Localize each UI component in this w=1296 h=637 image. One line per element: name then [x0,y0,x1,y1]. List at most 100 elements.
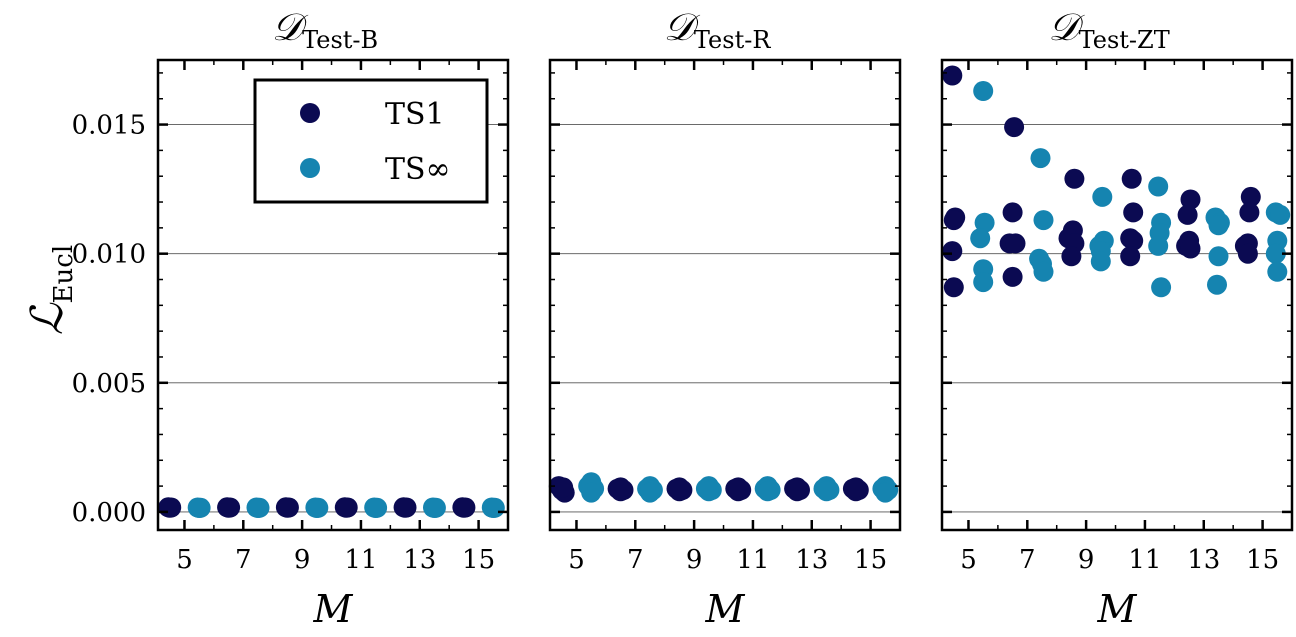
x-tick-label-4: 13 [1187,545,1220,575]
panel-title: 𝒟Test-ZT [1048,5,1169,54]
point-ts1-15 [1121,168,1142,189]
x-tick-label-5: 15 [854,545,887,575]
point-ts1-18 [1123,230,1144,251]
point-ts1-3 [553,477,574,498]
point-tsinf-5 [1030,148,1051,169]
point-tsinf-9 [1033,261,1054,282]
y-tick-label-1: 0.005 [72,369,146,399]
point-ts1-2 [159,497,180,518]
point-tsinf-8 [306,498,327,518]
legend: TS1 TS∞ [253,78,489,204]
point-ts1-23 [845,477,866,498]
point-ts1-2 [943,210,964,231]
plot-frame [548,58,902,532]
point-ts1-17 [453,497,474,518]
x-axis-title: M [705,587,746,631]
point-ts1-15 [728,477,749,498]
legend-marker-tsinf [300,158,320,178]
panel-title: 𝒟Test-R [664,5,772,54]
x-tick-label-1: 7 [1019,545,1036,575]
point-tsinf-7 [640,482,660,503]
point-tsinf-15 [757,481,778,502]
x-tick-label-5: 15 [462,545,495,575]
panel-title: 𝒟Test-B [272,5,378,54]
panel-title-sub: Test-R [694,26,771,54]
point-ts1-14 [1061,246,1082,267]
point-ts1-19 [1120,246,1141,267]
x-tick-label-2: 9 [686,545,703,575]
panel-test-r: 5 7 9 11 13 15 M 𝒟Test-R [548,5,902,631]
point-ts1-19 [787,477,808,498]
point-tsinf-26 [1270,204,1291,225]
point-ts1-3 [942,241,963,262]
point-tsinf-24 [1207,274,1227,295]
y-axis-title-main: ℒ [22,302,73,335]
point-tsinf-0 [973,81,994,101]
point-tsinf-10 [1092,186,1113,207]
panel-test-b: 0.000 0.005 0.010 0.015 5 7 9 11 13 15 M 𝒟Test-B [72,5,510,631]
y-tick-label-2: 0.010 [72,240,146,270]
point-ts1-16 [1123,202,1144,223]
point-ts1-20 [1180,189,1201,210]
point-tsinf-5 [248,498,268,518]
point-ts1-14 [395,497,416,518]
point-ts1-29 [1237,243,1258,264]
point-tsinf-6 [1033,210,1054,231]
panel-title-sub: Test-ZT [1079,26,1170,54]
x-tick-label-3: 11 [1128,545,1161,575]
point-tsinf-22 [1208,215,1229,236]
point-ts1-10 [1064,168,1085,189]
point-tsinf-15 [1148,176,1169,197]
point-tsinf-18 [1148,235,1169,256]
legend-label-tsinf: TS∞ [385,152,451,187]
panel-test-zt: 5 7 9 11 13 15 M 𝒟Test-ZT [940,5,1294,631]
x-tick-label-1: 7 [235,545,252,575]
point-tsinf-23 [875,482,896,503]
y-tick-label-0: 0.000 [72,498,146,528]
point-tsinf-2 [189,498,210,518]
plot-frame [940,58,1294,532]
x-tick-label-3: 11 [736,545,769,575]
x-tick-label-2: 9 [294,545,311,575]
x-tick-label-0: 5 [568,545,585,575]
x-tick-label-3: 11 [344,545,377,575]
point-ts1-5 [218,497,239,518]
point-tsinf-14 [424,498,445,518]
x-axis-title: M [1097,587,1138,631]
point-ts1-21 [1177,204,1198,225]
y-axis-title: ℒEucl [22,245,79,335]
x-tick-label-4: 13 [403,545,436,575]
point-ts1-7 [610,477,631,498]
point-tsinf-1 [974,212,995,233]
point-ts1-0 [942,65,963,86]
point-tsinf-19 [1151,277,1172,298]
point-ts1-4 [943,277,964,298]
point-tsinf-17 [483,498,504,518]
y-axis-title-sub: Eucl [49,245,79,304]
point-ts1-24 [1180,238,1201,259]
point-tsinf-2 [970,228,991,249]
x-tick-label-0: 5 [176,545,193,575]
point-tsinf-3 [581,482,602,503]
point-ts1-9 [1002,266,1023,287]
panel-title-sub: Test-B [302,26,378,54]
point-tsinf-14 [1090,251,1111,272]
legend-marker-ts1 [300,103,320,123]
point-tsinf-4 [973,272,994,293]
x-tick-label-0: 5 [960,545,977,575]
point-tsinf-23 [1208,246,1229,267]
x-axis-title: M [313,587,354,631]
point-ts1-11 [669,477,690,498]
point-tsinf-28 [1265,243,1286,264]
point-ts1-5 [1004,117,1025,138]
y-tick-label-3: 0.015 [72,111,146,141]
x-tick-label-4: 13 [795,545,828,575]
x-tick-label-1: 7 [627,545,644,575]
point-ts1-25 [1240,186,1261,207]
x-tick-label-2: 9 [1078,545,1095,575]
point-tsinf-29 [1267,261,1288,282]
legend-box [253,78,489,204]
point-ts1-8 [277,497,298,518]
legend-label-ts1: TS1 [385,97,445,132]
